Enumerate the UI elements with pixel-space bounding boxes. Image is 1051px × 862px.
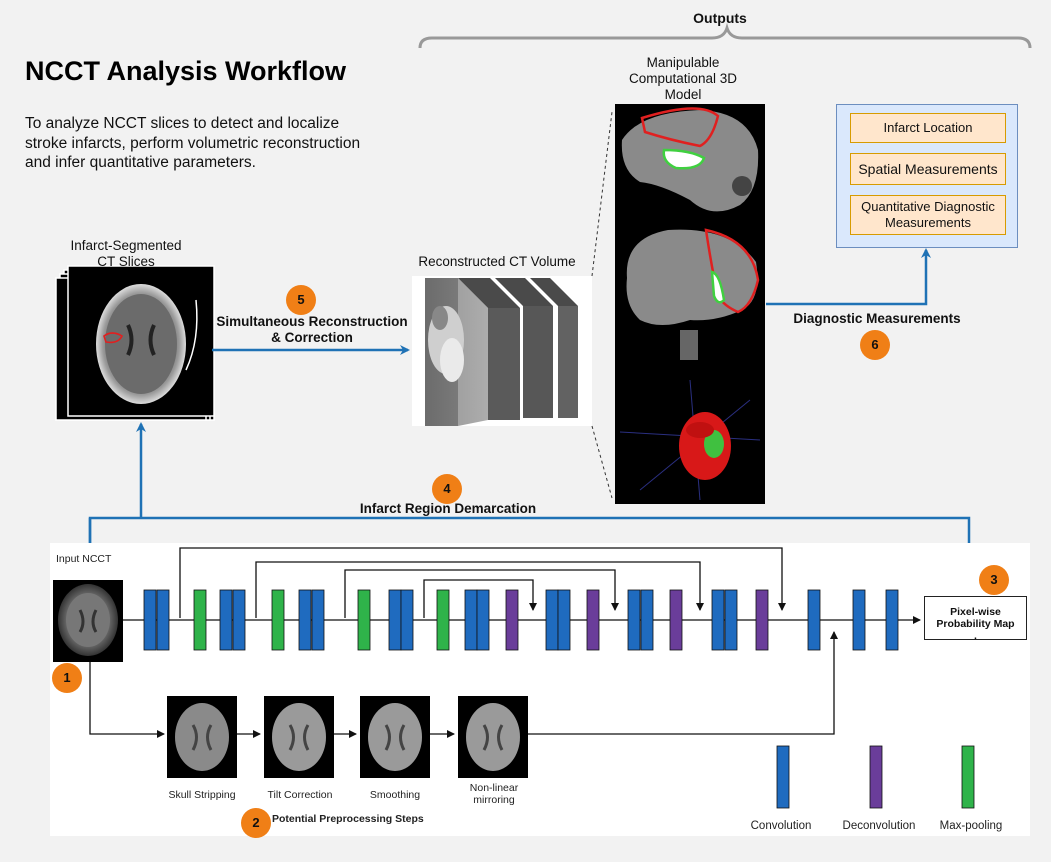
probability-map-suffix: . — [974, 630, 977, 642]
demarcation-label: Infarct Region Demarcation — [359, 501, 537, 516]
outputs-box: Infarct Location Spatial Measurements Qu… — [836, 104, 1018, 248]
output-spatial-measurements: Spatial Measurements — [850, 153, 1006, 185]
prep-ventricles-3 — [384, 724, 406, 751]
layer-block-conv — [807, 589, 821, 651]
prep-brain-1 — [175, 703, 229, 771]
prep-step-smoothing: Smoothing — [369, 789, 421, 801]
layer-block-conv — [545, 589, 559, 651]
outputs-brace — [418, 22, 1032, 49]
layer-block-conv — [885, 589, 899, 651]
layer-block-deconv — [669, 589, 683, 651]
layer-block-pool — [271, 589, 285, 651]
prep-ventricles-4 — [482, 724, 504, 751]
layer-block-deconv — [755, 589, 769, 651]
preprocessing-title: Potential Preprocessing Steps — [272, 813, 424, 825]
outputs-label: Outputs — [693, 10, 747, 26]
diagnostic-arrow — [766, 248, 931, 306]
layer-block-pool — [193, 589, 207, 651]
prep-brain-3 — [368, 703, 422, 771]
segmented-ct-slices-image — [55, 265, 215, 421]
prep-step-nonlinear-mirroring: Non-linear mirroring — [469, 782, 519, 806]
layer-block-conv — [400, 589, 414, 651]
badge-4: 4 — [432, 474, 462, 504]
layer-block-conv — [557, 589, 571, 651]
badge-1: 1 — [52, 663, 82, 693]
page-title: NCCT Analysis Workflow — [25, 56, 347, 86]
segmented-slices-label: Infarct-Segmented CT Slices — [70, 238, 182, 269]
page-description: To analyze NCCT slices to detect and loc… — [25, 115, 361, 171]
badge-3: 3 — [979, 565, 1009, 595]
reconstruction-label: Simultaneous Reconstruction & Correction — [216, 314, 408, 345]
prep-brain-2 — [272, 703, 326, 771]
layer-block-conv — [219, 589, 233, 651]
legend-swatch-3 — [961, 745, 975, 809]
layer-block-conv — [311, 589, 325, 651]
layer-block-conv — [232, 589, 246, 651]
probability-map-box: Pixel-wise Probability Map . — [924, 596, 1027, 642]
layer-block-conv — [464, 589, 478, 651]
reconstructed-volume-image — [412, 276, 592, 426]
layer-block-conv — [156, 589, 170, 651]
badge-2: 2 — [241, 808, 271, 838]
layer-block-pool — [436, 589, 450, 651]
reconstructed-volume-label: Reconstructed CT Volume — [418, 254, 576, 269]
legend-marks — [776, 745, 975, 809]
probability-map-label: Pixel-wise Probability Map — [936, 606, 1015, 630]
skip-connections — [179, 547, 786, 618]
layer-block-conv — [711, 589, 725, 651]
prep-ventricles-1 — [191, 724, 213, 751]
layer-block-deconv — [505, 589, 519, 651]
layer-block-conv — [627, 589, 641, 651]
prep-step-skull-stripping: Skull Stripping — [168, 789, 236, 801]
legend-convolution-label: Convolution — [750, 820, 812, 832]
layer-block-conv — [143, 589, 157, 651]
layer-block-conv — [388, 589, 402, 651]
prep-brain-4 — [466, 703, 520, 771]
legend-maxpooling-label: Max-pooling — [939, 820, 1003, 832]
preprocessing-images — [167, 696, 528, 778]
3d-model-label: Manipulable Computational 3D Model — [628, 55, 738, 102]
layer-block-conv — [724, 589, 738, 651]
layer-block-conv — [640, 589, 654, 651]
layer-block-deconv — [586, 589, 600, 651]
network-layers — [143, 589, 899, 651]
prep-ventricles-2 — [288, 724, 310, 751]
legend-swatch-1 — [776, 745, 790, 809]
diagnostic-measurements-label: Diagnostic Measurements — [793, 311, 961, 326]
layer-block-pool — [357, 589, 371, 651]
output-infarct-location: Infarct Location — [850, 113, 1006, 143]
legend-deconvolution-label: Deconvolution — [842, 820, 916, 832]
layer-block-conv — [298, 589, 312, 651]
output-quantitative-measurements: Quantitative Diagnostic Measurements — [850, 195, 1006, 235]
badge-5: 5 — [286, 285, 316, 315]
3d-model-image — [615, 104, 765, 504]
input-ncct-image — [53, 580, 123, 662]
input-ncct-label: Input NCCT — [56, 553, 112, 565]
legend-swatch-2 — [869, 745, 883, 809]
layer-block-conv — [852, 589, 866, 651]
layer-block-conv — [476, 589, 490, 651]
prep-step-tilt-correction: Tilt Correction — [267, 789, 333, 801]
badge-6: 6 — [860, 330, 890, 360]
